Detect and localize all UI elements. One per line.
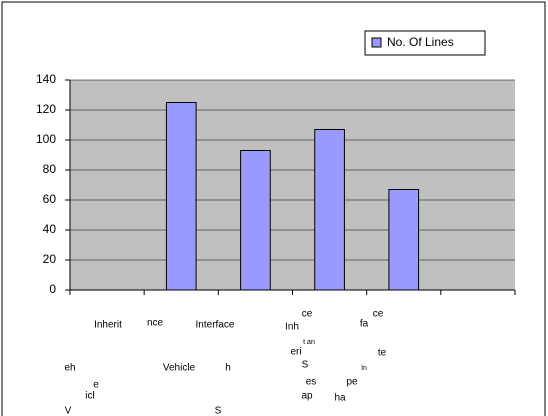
y-tick-label: 20 — [43, 252, 57, 266]
category-label-fragment: eri — [290, 347, 301, 358]
category-label-fragment: es — [306, 377, 317, 388]
category-label-fragment: nce — [147, 318, 164, 329]
category-label-fragment: ce — [373, 309, 384, 320]
y-tick-label: 140 — [36, 72, 56, 86]
category-label-fragment: Inherit — [94, 320, 122, 331]
category-label-fragment: e — [93, 380, 99, 391]
y-tick-label: 100 — [36, 132, 56, 146]
category-label-fragment: h — [225, 363, 231, 374]
category-label-fragment: ha — [334, 393, 346, 404]
category-label-fragment: Interface — [196, 320, 235, 331]
bar — [240, 150, 271, 291]
category-label-fragment: ce — [302, 309, 313, 320]
y-tick-label: 40 — [43, 222, 57, 236]
legend-label: No. Of Lines — [387, 35, 454, 49]
category-label-fragment: pe — [346, 377, 358, 388]
category-label-fragment: t an — [303, 339, 315, 346]
y-tick-label: 60 — [43, 192, 57, 206]
y-tick-label: 80 — [43, 162, 57, 176]
category-label-fragment: Vehicle — [163, 363, 196, 374]
category-label-fragment: Inh — [285, 322, 299, 333]
category-label-fragment: fa — [360, 319, 369, 330]
category-label-fragment: ap — [301, 391, 313, 402]
plot-area — [70, 80, 515, 290]
category-label-fragment: S — [302, 360, 309, 371]
category-label-fragment: icl — [85, 391, 94, 402]
legend-swatch — [371, 37, 382, 48]
category-label-fragment: V — [65, 406, 72, 416]
bar — [165, 102, 197, 291]
category-label-fragment: te — [378, 348, 387, 359]
category-label-fragment: In — [361, 365, 367, 372]
category-label-fragment: S — [215, 406, 222, 416]
bar — [388, 189, 420, 291]
y-tick-label: 0 — [49, 282, 56, 296]
y-tick-label: 120 — [36, 102, 56, 116]
category-label-fragment: eh — [64, 363, 75, 374]
bar — [314, 129, 345, 291]
legend-box — [364, 30, 486, 56]
